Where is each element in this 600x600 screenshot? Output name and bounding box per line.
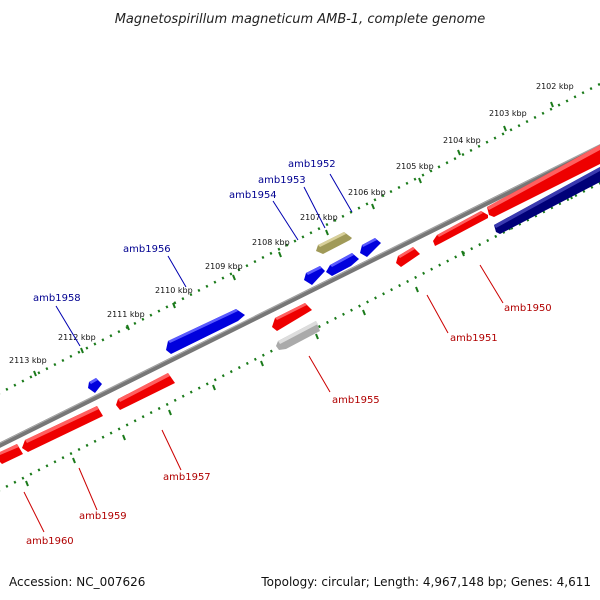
forward-strand-features <box>0 145 600 464</box>
gene-feature-amb1955 <box>272 303 312 331</box>
gene-feature-amb1959 <box>22 406 103 452</box>
gene-feature-amb1953 <box>360 238 381 257</box>
scale-label: 2109 kbp <box>205 262 243 271</box>
scale-labels: 2102 kbp 2103 kbp 2104 kbp 2105 kbp 2106… <box>9 82 574 365</box>
gene-label-amb1954[interactable]: amb1954 <box>229 190 277 201</box>
gene-feature-amb1954-highlight <box>316 232 352 254</box>
gene-feature-amb1957 <box>116 373 175 410</box>
gene-feature-amb1951 <box>433 211 488 246</box>
reverse-strand-features <box>88 232 381 393</box>
gene-feature-amb1955-pseudo <box>276 321 320 350</box>
gene-label-amb1950[interactable]: amb1950 <box>504 303 552 314</box>
gene-feature-amb1950-highlight <box>494 167 600 234</box>
forward-strand-gene-labels: amb1950 amb1951 amb1955 amb1957 amb1959 … <box>26 303 552 547</box>
gene-leader-lines <box>23 173 504 533</box>
scale-label: 2113 kbp <box>9 356 47 365</box>
genome-backbone <box>0 144 600 448</box>
topology-label: Topology: circular; Length: 4,967,148 bp… <box>260 575 591 589</box>
scale-label: 2108 kbp <box>252 238 290 247</box>
scale-label: 2104 kbp <box>443 136 481 145</box>
gene-label-amb1955[interactable]: amb1955 <box>332 395 380 406</box>
gene-feature-amb1950 <box>487 145 600 217</box>
gene-label-amb1957[interactable]: amb1957 <box>163 472 211 483</box>
scale-label: 2112 kbp <box>58 333 96 342</box>
scale-label: 2103 kbp <box>489 109 527 118</box>
gene-label-amb1956[interactable]: amb1956 <box>123 244 171 255</box>
gene-label-amb1953[interactable]: amb1953 <box>258 175 306 186</box>
scale-label: 2106 kbp <box>348 188 386 197</box>
gene-feature-amb1956 <box>304 266 325 285</box>
upper-scale-ticks <box>33 101 554 377</box>
gene-feature-amb1958 <box>88 378 102 393</box>
upper-scale-ruler <box>0 82 600 395</box>
gene-label-amb1960[interactable]: amb1960 <box>26 536 74 547</box>
gene-feature-amb1954 <box>326 253 359 276</box>
scale-label: 2102 kbp <box>536 82 574 91</box>
gene-feature-amb1960 <box>0 444 23 464</box>
gene-label-amb1951[interactable]: amb1951 <box>450 333 498 344</box>
genome-title: Magnetospirillum magneticum AMB-1, compl… <box>115 12 486 27</box>
gene-label-amb1952[interactable]: amb1952 <box>288 159 336 170</box>
gene-feature-amb1956-large <box>166 309 245 354</box>
scale-label: 2105 kbp <box>396 162 434 171</box>
gene-feature-amb1951-small <box>396 247 420 267</box>
scale-label: 2107 kbp <box>300 213 338 222</box>
reverse-strand-gene-labels: amb1952 amb1953 amb1954 amb1956 amb1958 <box>33 159 336 304</box>
accession-label: Accession: NC_007626 <box>9 575 145 589</box>
gene-label-amb1958[interactable]: amb1958 <box>33 293 81 304</box>
gene-label-amb1959[interactable]: amb1959 <box>79 511 127 522</box>
scale-label: 2111 kbp <box>107 310 145 319</box>
scale-label: 2110 kbp <box>155 286 193 295</box>
